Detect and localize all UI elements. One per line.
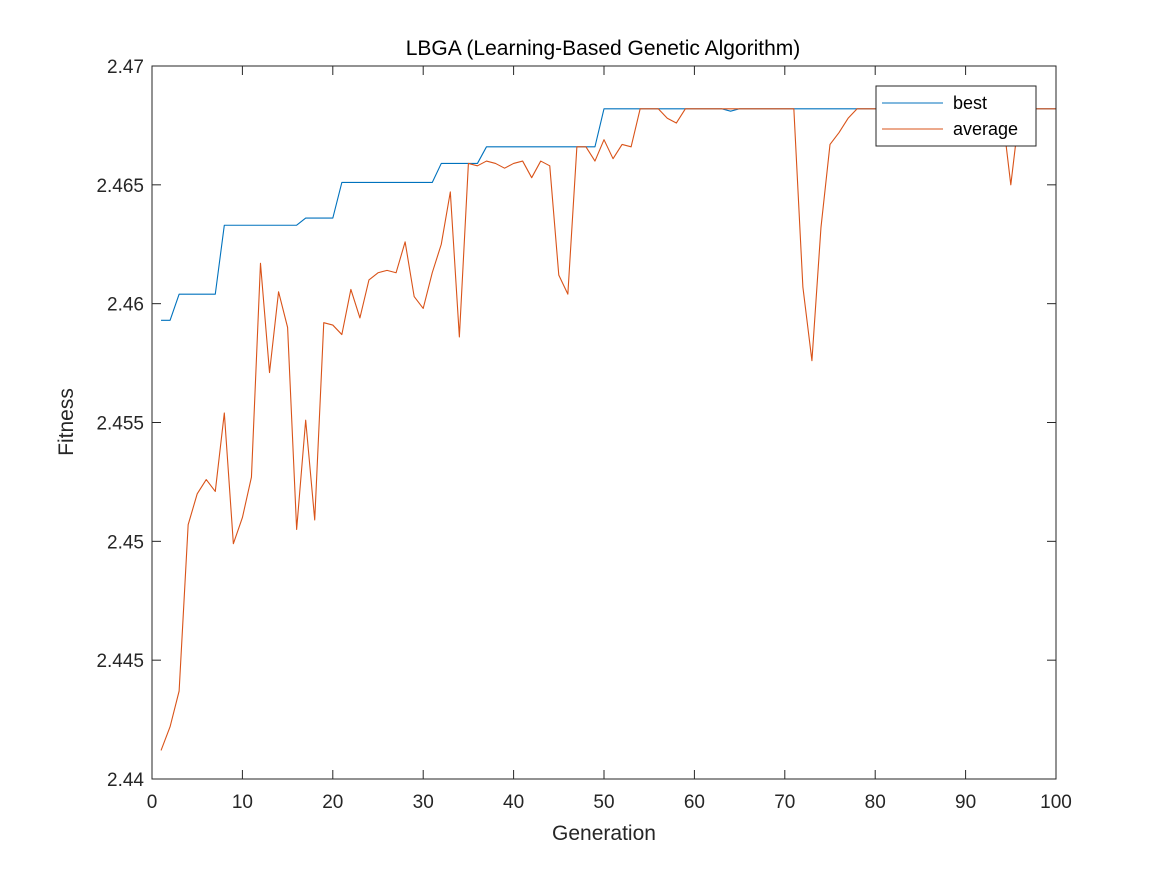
x-tick-label: 100 [1040,792,1072,813]
plot-area [152,66,1056,779]
x-tick-label: 50 [593,792,614,813]
y-tick-label: 2.44 [107,770,144,791]
legend-label-average: average [953,119,1018,139]
x-tick-label: 40 [503,792,524,813]
x-tick-label: 60 [684,792,705,813]
x-tick-label: 90 [955,792,976,813]
x-tick-label: 10 [232,792,253,813]
y-axis-label: Fitness [55,388,78,456]
y-tick-label: 2.46 [107,295,144,316]
x-axis-label: Generation [552,822,656,845]
y-tick-label: 2.465 [96,176,144,197]
y-tick-label: 2.445 [96,651,144,672]
y-tick-label: 2.45 [107,532,144,553]
legend-box [875,85,1037,147]
chart-title: LBGA (Learning-Based Genetic Algorithm) [406,37,801,60]
x-tick-label: 80 [865,792,886,813]
x-tick-label: 0 [147,792,158,813]
y-tick-label: 2.47 [107,57,144,78]
legend-label-best: best [953,93,987,113]
x-tick-label: 70 [774,792,795,813]
axes-layer: 0 10 20 30 40 50 60 70 80 90 100 2.44 2.445 2.45 2.455… [96,57,1071,813]
x-tick-label: 30 [413,792,434,813]
legend: best average [875,85,1037,147]
y-tick-label: 2.455 [96,414,144,435]
x-tick-label: 20 [322,792,343,813]
